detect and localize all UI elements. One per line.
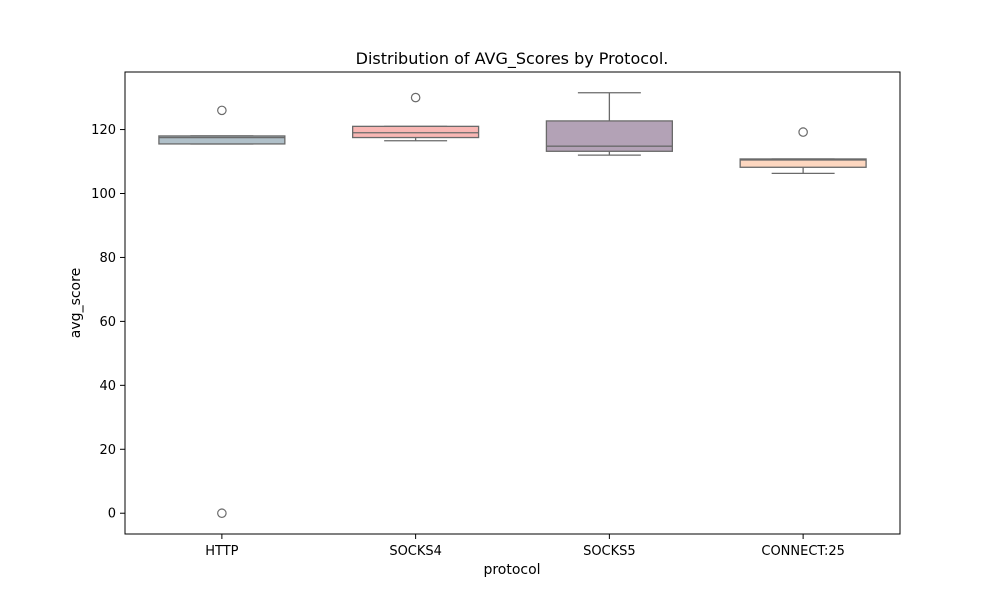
plot-area (124, 71, 901, 535)
outlier-point (217, 508, 227, 519)
x-axis-label: protocol (483, 562, 540, 578)
x-tick-label: SOCKS4 (389, 544, 442, 559)
x-axis: HTTP SOCKS4 SOCKS5 CONNECT:25 (205, 534, 845, 559)
outlier-point (798, 127, 808, 137)
y-tick-label: 0 (108, 507, 116, 522)
box-socks5 (545, 92, 673, 156)
outlier-point (410, 92, 421, 103)
y-axis: 0 20 40 60 80 100 120 (91, 123, 125, 522)
box-http (158, 105, 286, 519)
chart-title: Distribution of AVG_Scores by Protocol. (356, 49, 669, 69)
box-iqr (352, 125, 480, 139)
boxes-group (158, 92, 867, 519)
y-tick-label: 20 (99, 443, 116, 458)
box-iqr (158, 135, 286, 145)
y-tick-label: 80 (99, 251, 116, 266)
x-tick-label: CONNECT:25 (761, 544, 844, 559)
y-axis-label: avg_score (68, 268, 84, 338)
x-tick-label: SOCKS5 (583, 544, 636, 559)
y-tick-label: 100 (91, 187, 116, 202)
box-connect-25 (739, 127, 867, 175)
box-iqr (739, 158, 867, 168)
y-tick-label: 40 (99, 379, 116, 394)
box-socks4 (352, 92, 480, 142)
y-tick-label: 120 (91, 123, 116, 138)
outlier-point (217, 105, 227, 116)
x-tick-label: HTTP (205, 544, 238, 559)
y-tick-label: 60 (99, 315, 116, 330)
